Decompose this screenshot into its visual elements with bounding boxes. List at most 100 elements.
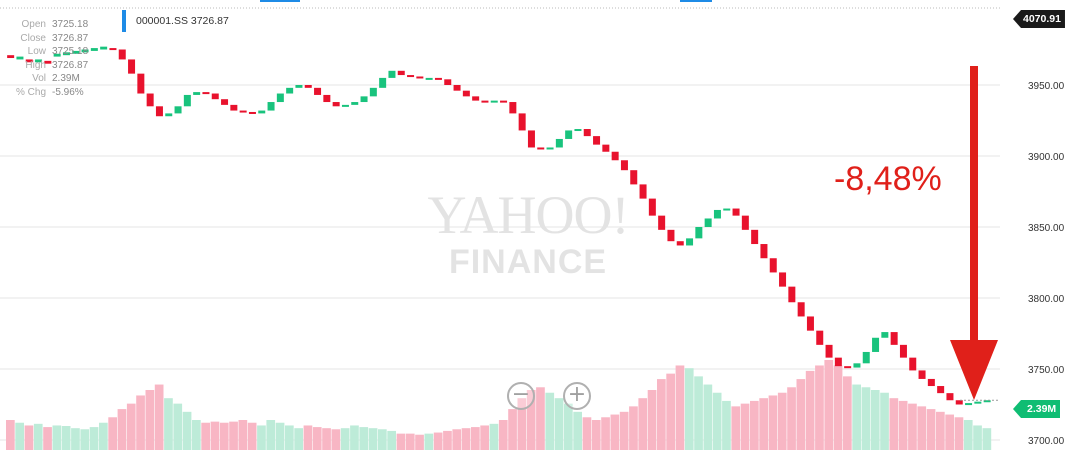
candle <box>593 136 601 145</box>
candle <box>527 130 535 148</box>
volume-bar <box>359 427 369 450</box>
candle <box>806 316 814 331</box>
volume-bar <box>154 384 164 450</box>
symbol-legend[interactable]: 000001.SS 3726.87 <box>122 10 229 32</box>
candle <box>397 70 405 76</box>
volume-bar <box>247 422 257 450</box>
candle <box>946 393 954 401</box>
candle <box>555 138 563 148</box>
candle <box>732 208 740 216</box>
volume-bar <box>843 376 852 450</box>
last-price-tag: 4070.91 <box>1013 10 1065 28</box>
candle <box>146 93 154 107</box>
volume-bar <box>80 429 90 450</box>
ohlc-key: Close <box>20 32 46 44</box>
volume-bar <box>889 398 899 450</box>
y-tick-label: 3800.00 <box>1028 294 1065 305</box>
volume-bar <box>350 425 359 450</box>
volume-bar <box>945 414 954 450</box>
volume-bar <box>285 425 294 450</box>
volume-bar <box>936 411 945 450</box>
candle <box>174 106 182 114</box>
volume-bar <box>164 398 173 450</box>
volume-bar <box>675 365 685 450</box>
candle <box>137 73 145 94</box>
candle <box>500 100 508 103</box>
candle <box>53 53 61 57</box>
candle <box>230 104 238 111</box>
volume-tag: 2.39M <box>1013 400 1061 418</box>
candle <box>407 75 415 78</box>
ohlc-key: Open <box>21 19 46 30</box>
candle <box>565 130 573 139</box>
volume-bar <box>666 373 675 450</box>
volume-bar <box>340 428 350 450</box>
candle <box>825 344 833 358</box>
ohlc-key: Vol <box>32 73 46 85</box>
volume-bar <box>61 426 71 450</box>
candle <box>183 94 191 107</box>
candle <box>462 90 470 97</box>
volume-bar <box>368 428 378 450</box>
candle <box>90 48 98 51</box>
zoom-in-button[interactable]: + <box>563 382 591 410</box>
candle <box>416 76 424 79</box>
volume-bar <box>136 395 145 450</box>
candle <box>583 129 591 137</box>
volume-bar <box>443 430 452 450</box>
volume-bar <box>322 428 331 450</box>
candle <box>193 92 201 95</box>
volume-bar <box>564 403 573 450</box>
candle <box>360 96 368 103</box>
candle <box>648 198 656 216</box>
candle <box>676 241 684 246</box>
volume-bar <box>833 365 843 450</box>
ohlc-value: -5.96% <box>52 86 84 98</box>
candle <box>7 55 15 59</box>
candle <box>276 93 284 103</box>
volume-bar <box>126 403 136 450</box>
volume-bar <box>759 398 768 450</box>
candle <box>779 272 787 287</box>
toolbar-accent-left <box>260 0 300 2</box>
candle <box>639 184 647 199</box>
volume-bar <box>275 422 285 450</box>
candle <box>965 403 973 406</box>
candle <box>202 92 210 95</box>
candle <box>267 102 275 111</box>
candle <box>81 49 89 53</box>
volume-bar <box>405 433 415 450</box>
volume-bar <box>526 390 536 450</box>
y-tick-label: 3750.00 <box>1028 365 1065 376</box>
candle <box>314 87 322 95</box>
volume-bar <box>573 411 582 450</box>
volume-bar <box>99 422 108 450</box>
volume-bar <box>768 395 778 450</box>
volume-bar <box>824 360 834 450</box>
volume-bar <box>554 398 564 450</box>
volume-bar <box>378 429 387 450</box>
volume-bar <box>415 434 424 450</box>
volume-bar <box>201 422 210 450</box>
zoom-out-button[interactable]: − <box>507 382 535 410</box>
volume-bar <box>917 406 927 450</box>
ohlc-row-low: Low 3725.18 <box>6 45 89 59</box>
watermark-brand: YAHOO! <box>427 185 630 245</box>
candle <box>658 215 666 230</box>
candle <box>797 302 805 317</box>
candle <box>816 330 824 345</box>
volume-bar <box>89 427 99 450</box>
candle <box>221 99 229 105</box>
volume-bar <box>192 420 201 450</box>
volume-bar <box>908 403 917 450</box>
volume-bar <box>517 398 527 450</box>
volume-bar <box>926 409 936 450</box>
volume-bar <box>424 433 434 450</box>
ohlc-value: 3726.87 <box>52 32 89 44</box>
candle <box>155 106 163 117</box>
volume-bar <box>15 422 24 450</box>
volume-bar <box>71 428 80 450</box>
plus-circle-icon: + <box>567 382 587 407</box>
ohlc-row-chg: % Chg -5.96% <box>6 86 88 100</box>
